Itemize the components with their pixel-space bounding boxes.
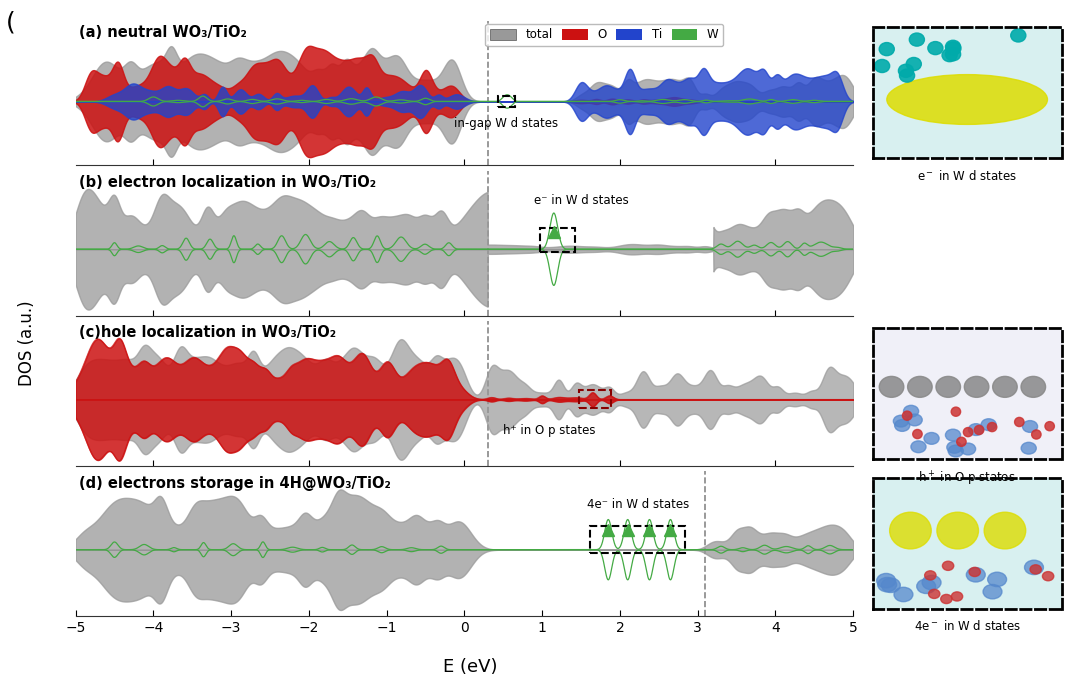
Ellipse shape xyxy=(969,567,981,576)
Ellipse shape xyxy=(907,377,932,397)
Ellipse shape xyxy=(899,64,914,78)
Ellipse shape xyxy=(945,48,960,61)
Ellipse shape xyxy=(910,441,926,453)
Ellipse shape xyxy=(890,512,931,549)
Ellipse shape xyxy=(957,437,967,447)
Ellipse shape xyxy=(951,592,962,601)
Text: h$^+$ in O p states: h$^+$ in O p states xyxy=(918,469,1016,488)
Ellipse shape xyxy=(907,414,922,426)
Text: e⁻ in W d states: e⁻ in W d states xyxy=(535,194,630,207)
Ellipse shape xyxy=(943,561,954,570)
Ellipse shape xyxy=(1025,560,1043,575)
Ellipse shape xyxy=(924,571,936,580)
Ellipse shape xyxy=(942,49,957,62)
Ellipse shape xyxy=(941,594,953,604)
Text: 4e⁻ in W d states: 4e⁻ in W d states xyxy=(586,498,689,511)
Text: h⁺ in O p states: h⁺ in O p states xyxy=(503,423,596,436)
Ellipse shape xyxy=(904,405,919,417)
Ellipse shape xyxy=(993,377,1017,397)
Text: (d) electrons storage in 4H@WO₃/TiO₂: (d) electrons storage in 4H@WO₃/TiO₂ xyxy=(80,475,391,490)
Ellipse shape xyxy=(1045,422,1054,431)
Ellipse shape xyxy=(917,579,935,593)
Ellipse shape xyxy=(887,75,1048,124)
Ellipse shape xyxy=(947,441,962,453)
Ellipse shape xyxy=(1042,571,1054,581)
Ellipse shape xyxy=(878,578,896,592)
Ellipse shape xyxy=(964,377,989,397)
Ellipse shape xyxy=(951,407,960,416)
Ellipse shape xyxy=(900,69,915,82)
Bar xyxy=(591,526,685,553)
Ellipse shape xyxy=(983,584,1002,599)
Ellipse shape xyxy=(1022,442,1037,454)
Ellipse shape xyxy=(1021,377,1045,397)
Ellipse shape xyxy=(879,43,894,56)
Ellipse shape xyxy=(875,60,890,73)
Ellipse shape xyxy=(1031,430,1041,439)
Bar xyxy=(498,95,515,108)
Ellipse shape xyxy=(974,425,984,434)
Text: (a) neutral WO₃/TiO₂: (a) neutral WO₃/TiO₂ xyxy=(80,25,247,40)
Ellipse shape xyxy=(987,423,997,431)
Ellipse shape xyxy=(936,377,960,397)
Ellipse shape xyxy=(903,411,912,421)
Ellipse shape xyxy=(928,42,943,55)
Ellipse shape xyxy=(945,429,960,441)
Ellipse shape xyxy=(963,427,973,437)
Ellipse shape xyxy=(929,589,940,598)
Text: DOS (a.u.): DOS (a.u.) xyxy=(18,300,36,386)
Ellipse shape xyxy=(1023,421,1038,432)
Ellipse shape xyxy=(967,567,985,582)
Ellipse shape xyxy=(924,432,940,445)
Ellipse shape xyxy=(937,512,978,549)
Legend: total, O, Ti, W: total, O, Ti, W xyxy=(485,23,724,46)
Ellipse shape xyxy=(894,420,909,431)
Ellipse shape xyxy=(1030,565,1041,574)
Ellipse shape xyxy=(1011,29,1026,42)
Ellipse shape xyxy=(906,58,921,71)
Ellipse shape xyxy=(877,573,895,588)
Text: (c)hole localization in WO₃/TiO₂: (c)hole localization in WO₃/TiO₂ xyxy=(80,325,337,340)
Ellipse shape xyxy=(969,424,984,436)
Ellipse shape xyxy=(945,40,960,54)
Ellipse shape xyxy=(960,443,975,455)
Bar xyxy=(540,228,575,252)
Ellipse shape xyxy=(894,587,913,602)
Ellipse shape xyxy=(879,377,904,397)
Ellipse shape xyxy=(946,42,961,55)
Text: 4e$^-$ in W d states: 4e$^-$ in W d states xyxy=(914,619,1021,633)
Text: e$^-$ in W d states: e$^-$ in W d states xyxy=(917,169,1017,182)
Ellipse shape xyxy=(948,445,963,457)
Ellipse shape xyxy=(913,429,922,438)
Ellipse shape xyxy=(988,572,1007,587)
Text: (: ( xyxy=(5,10,15,34)
Ellipse shape xyxy=(981,418,996,431)
Ellipse shape xyxy=(909,33,924,46)
Text: in-gap W d states: in-gap W d states xyxy=(455,117,558,130)
Ellipse shape xyxy=(984,512,1026,549)
Text: E (eV): E (eV) xyxy=(443,658,497,676)
Bar xyxy=(579,390,611,408)
Text: (b) electron localization in WO₃/TiO₂: (b) electron localization in WO₃/TiO₂ xyxy=(80,175,377,190)
Ellipse shape xyxy=(1014,417,1024,427)
Ellipse shape xyxy=(881,578,901,593)
Ellipse shape xyxy=(922,576,941,590)
Ellipse shape xyxy=(893,415,908,427)
